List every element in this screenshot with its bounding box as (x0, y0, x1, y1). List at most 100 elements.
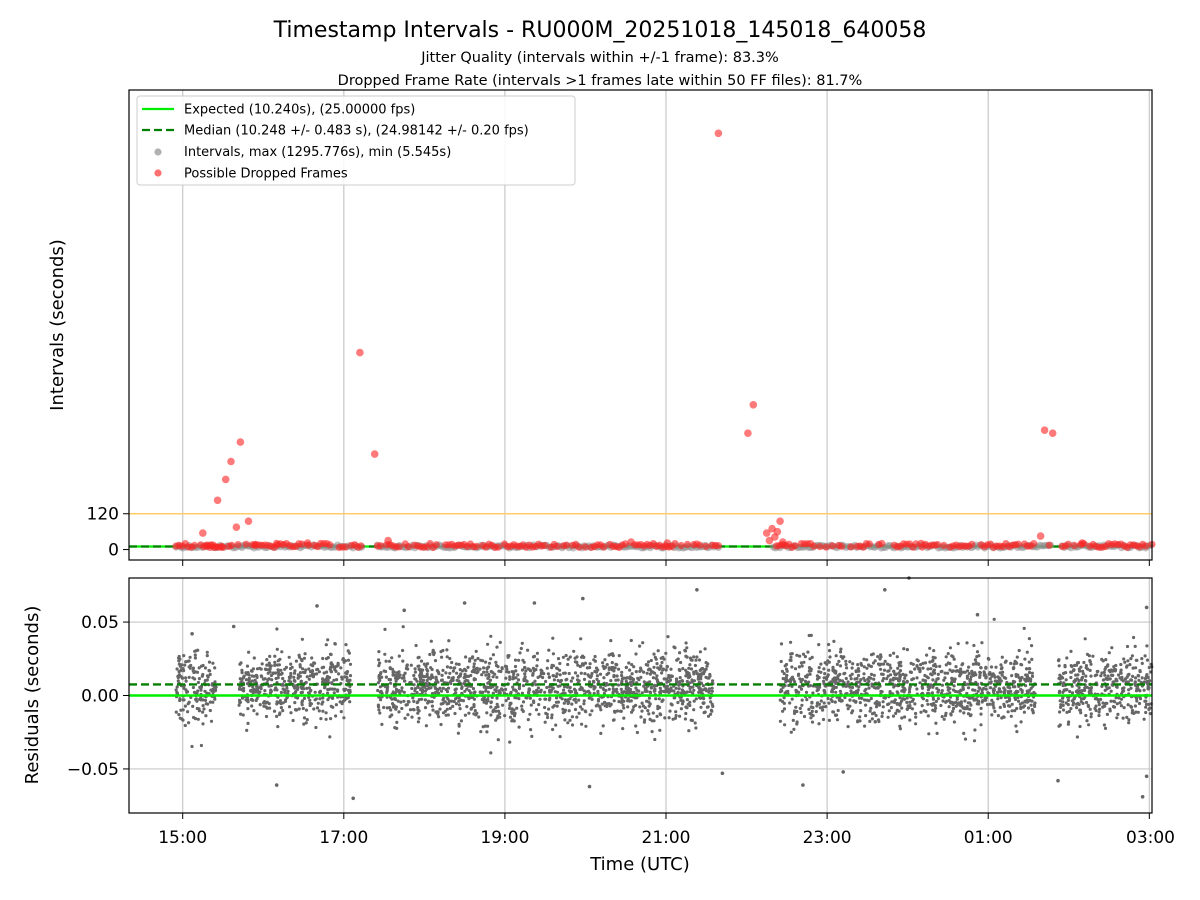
residual-point (640, 709, 644, 713)
residual-point (661, 698, 665, 702)
residual-point (999, 696, 1003, 700)
residual-point (607, 687, 611, 691)
residual-point (1089, 712, 1093, 716)
residual-point (518, 651, 522, 655)
residual-point (201, 663, 205, 668)
residual-point (268, 664, 272, 668)
residual-point (710, 689, 714, 693)
legend-intervals-label: Intervals, max (1295.776s), min (5.545s) (184, 145, 451, 160)
residual-point (857, 669, 861, 673)
residual-point (968, 707, 972, 711)
residual-point (978, 686, 982, 691)
residual-point (583, 672, 587, 676)
residual-point (305, 718, 309, 722)
residual-point (695, 655, 699, 659)
residual-point (936, 672, 940, 677)
residual-point (1059, 703, 1063, 707)
residual-point (596, 699, 601, 703)
dropped-frame-point (878, 539, 886, 548)
residual-point (966, 682, 970, 686)
residual-point (579, 671, 583, 675)
residual-point (869, 696, 873, 701)
residual-point (1006, 691, 1011, 695)
residual-point (1084, 700, 1089, 705)
residual-point (1080, 675, 1085, 680)
residual-point (910, 707, 915, 711)
residual-point (915, 687, 919, 691)
residual-point (418, 680, 422, 684)
residual-point (925, 653, 929, 657)
residual-point (324, 711, 328, 715)
residual-point (252, 656, 256, 660)
residual-point (472, 662, 476, 666)
residual-point (643, 718, 647, 722)
residual-point (915, 658, 919, 662)
residual-point (693, 721, 697, 725)
residual-point (997, 687, 1001, 691)
residual-point (1063, 663, 1067, 668)
residual-point (795, 689, 799, 693)
residual-point (577, 698, 581, 702)
residual-point (900, 706, 904, 710)
intervals-y-tick-label: 120 (87, 505, 119, 525)
residual-point (999, 663, 1003, 667)
residual-point (561, 655, 566, 659)
residual-point (584, 724, 588, 728)
residual-point (600, 702, 604, 706)
residual-point (864, 714, 868, 718)
residual-point (638, 705, 642, 709)
dropped-frame-point (934, 541, 942, 549)
residual-point (512, 672, 516, 676)
residual-point (376, 688, 380, 693)
residual-point (209, 688, 213, 692)
residual-point (445, 690, 450, 694)
residuals-y-axis-label: Residuals (seconds) (22, 606, 43, 785)
residual-point (696, 675, 701, 679)
residual-point (832, 668, 836, 673)
residual-point (1115, 685, 1119, 689)
residual-point (973, 658, 978, 662)
residual-point (535, 688, 539, 692)
residual-point (629, 699, 633, 703)
residual-point (992, 706, 996, 710)
residual-point (1075, 689, 1080, 693)
residual-point (635, 730, 640, 735)
dropped-frame-point (779, 538, 787, 546)
residual-point (699, 677, 703, 681)
residual-point (266, 671, 270, 675)
residual-point (268, 654, 272, 659)
residual-point (1071, 703, 1075, 707)
residual-point (332, 691, 336, 695)
dropped-frame-point (968, 540, 976, 548)
residual-point (1008, 697, 1012, 701)
residual-point (271, 672, 275, 676)
residual-point (694, 726, 698, 730)
residual-point (1061, 696, 1065, 700)
residual-point (406, 713, 410, 717)
residual-point (280, 683, 284, 687)
residual-point (469, 707, 473, 711)
residual-point (892, 669, 896, 673)
residual-point (417, 664, 421, 668)
residual-point (516, 678, 521, 682)
residual-point (342, 688, 347, 693)
residual-point (925, 699, 929, 703)
residual-point (241, 713, 245, 717)
residual-point (1029, 686, 1033, 690)
residual-point (568, 718, 572, 722)
residual-point (528, 712, 532, 716)
residual-point (998, 705, 1002, 710)
residual-point (647, 712, 651, 716)
residual-point (554, 700, 559, 704)
residual-point (972, 643, 976, 648)
residual-point (177, 654, 181, 659)
residual-point (883, 659, 887, 664)
residual-point (962, 711, 966, 715)
residual-point (201, 698, 205, 702)
residual-point (706, 714, 711, 718)
residual-point (669, 667, 673, 671)
residual-point (823, 690, 827, 694)
residual-point (671, 717, 675, 721)
residual-point (785, 667, 789, 671)
residual-point (536, 686, 541, 690)
